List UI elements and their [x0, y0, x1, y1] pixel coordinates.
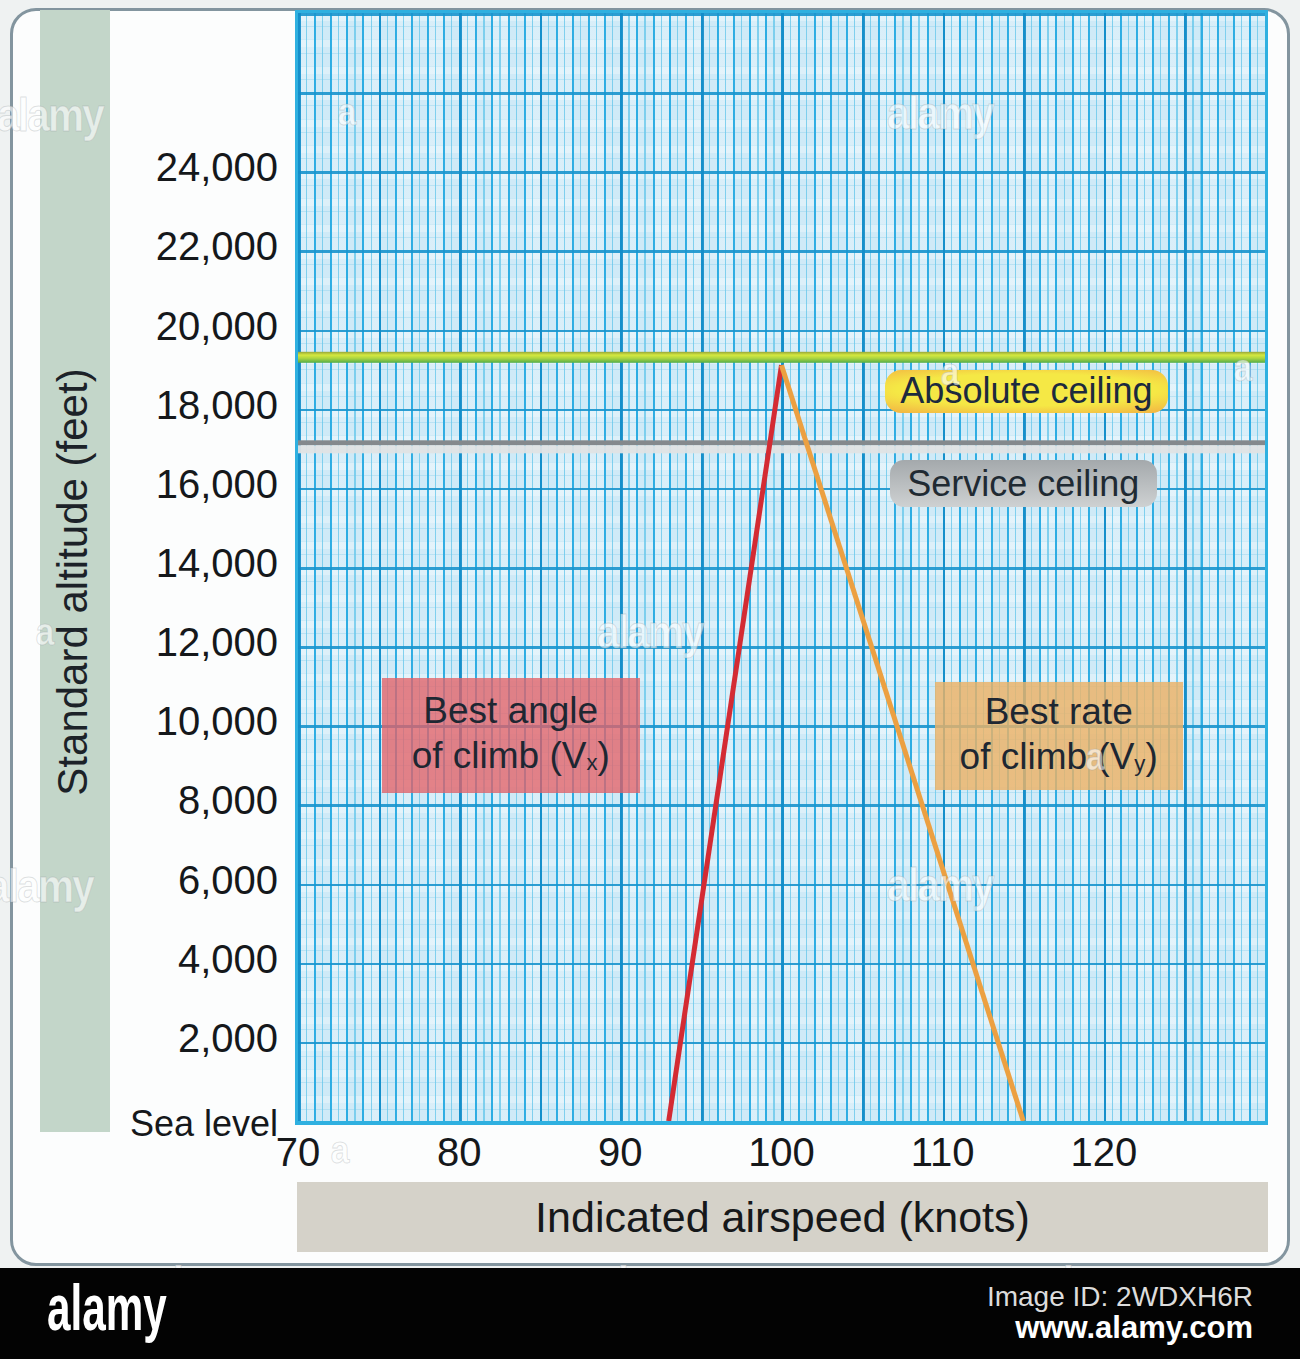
alamy-watermark: alamy [0, 859, 93, 913]
best-rate-label: Best rateof climb (Vy) [935, 682, 1183, 790]
y-tick-label: 16,000 [108, 460, 278, 508]
absolute-ceiling-label: Absolute ceiling [885, 370, 1169, 413]
best-angle-of-climb-vx-line [669, 365, 782, 1121]
alamy-watermark: alamy [887, 86, 993, 140]
alamy-watermark-letter: a [36, 611, 55, 654]
x-tick-label: 80 [389, 1130, 529, 1174]
service-ceiling-line-light [298, 445, 1265, 453]
page: Standard altitude (feet) 24,000 22,000 20,… [0, 0, 1300, 1359]
x-axis-band: Indicated airspeed (knots) [297, 1182, 1268, 1252]
chart-lines [298, 13, 1265, 1121]
x-tick-label: 110 [873, 1130, 1013, 1174]
y-axis-title: Standard altitude (feet) [48, 352, 98, 812]
alamy-watermark: alamy [0, 88, 103, 142]
x-tick-label: 120 [1034, 1130, 1174, 1174]
y-tick-label: 20,000 [108, 302, 278, 350]
best-angle-label: Best angleof climb (Vx) [382, 678, 640, 793]
image-id: Image ID: 2WDXH6R [987, 1281, 1253, 1313]
alamy-watermark-letter: a [1234, 347, 1253, 390]
x-axis-title: Indicated airspeed (knots) [535, 1193, 1030, 1242]
alamy-watermark: alamy [597, 605, 703, 659]
plot-area: Absolute ceiling Service ceiling Best angl… [295, 10, 1268, 1125]
x-tick-label: 90 [550, 1130, 690, 1174]
y-tick-label: 12,000 [108, 618, 278, 666]
alamy-watermark-letter: a [338, 91, 357, 134]
y-tick-label: 2,000 [108, 1014, 278, 1062]
y-tick-label: 14,000 [108, 539, 278, 587]
alamy-watermark-letter: a [331, 1129, 350, 1172]
y-tick-label: 22,000 [108, 222, 278, 270]
y-tick-label: 10,000 [108, 697, 278, 745]
y-tick-label: 18,000 [108, 381, 278, 429]
y-tick-label: 6,000 [108, 856, 278, 904]
service-ceiling-line-dark [298, 440, 1265, 445]
y-tick-label: 4,000 [108, 935, 278, 983]
alamy-logo: alamy [47, 1271, 167, 1345]
x-tick-label: 100 [712, 1130, 852, 1174]
footer-bar: alamy Image ID: 2WDXH6R www.alamy.com [0, 1268, 1300, 1359]
absolute-ceiling-line [298, 352, 1265, 363]
y-tick-label: 8,000 [108, 776, 278, 824]
alamy-watermark: alamy [887, 858, 993, 912]
y-tick-label: 24,000 [108, 143, 278, 191]
alamy-watermark-letter: a [941, 351, 960, 394]
service-ceiling-label: Service ceiling [890, 460, 1158, 507]
alamy-url: www.alamy.com [1015, 1310, 1253, 1346]
alamy-watermark-letter: a [1086, 736, 1105, 779]
